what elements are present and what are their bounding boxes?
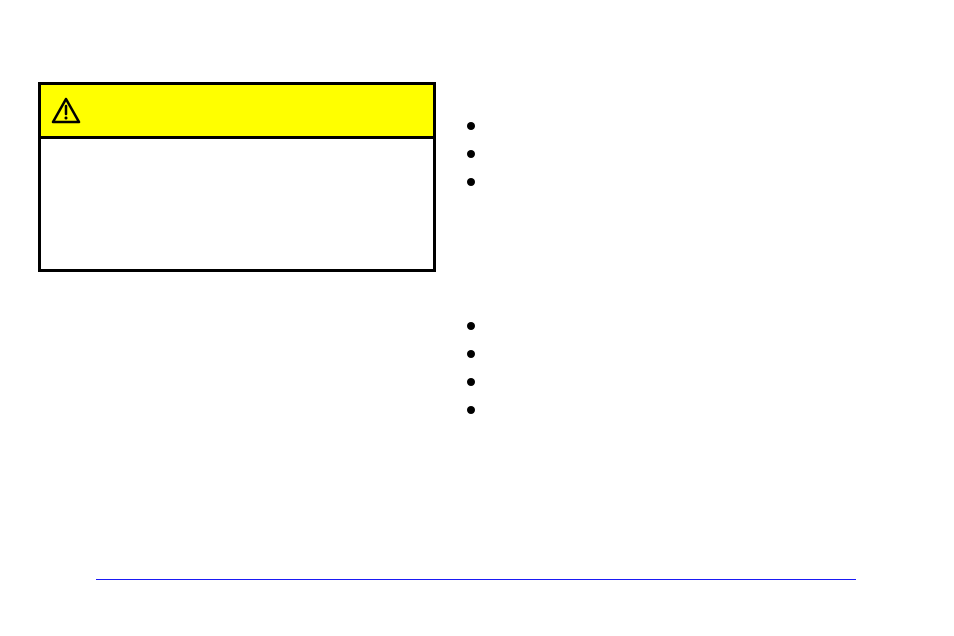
list-item <box>467 370 487 398</box>
list-item <box>467 398 487 426</box>
list-item <box>467 314 487 342</box>
caution-box <box>38 82 436 272</box>
list-item <box>467 142 487 170</box>
warning-icon <box>51 97 81 125</box>
list-item <box>467 114 487 142</box>
list-item <box>467 170 487 198</box>
list-item <box>467 342 487 370</box>
footer-line <box>96 579 856 580</box>
caution-header <box>41 85 433 139</box>
caution-body <box>41 139 433 269</box>
bullet-list-1 <box>467 114 487 198</box>
bullet-list-2 <box>467 314 487 426</box>
